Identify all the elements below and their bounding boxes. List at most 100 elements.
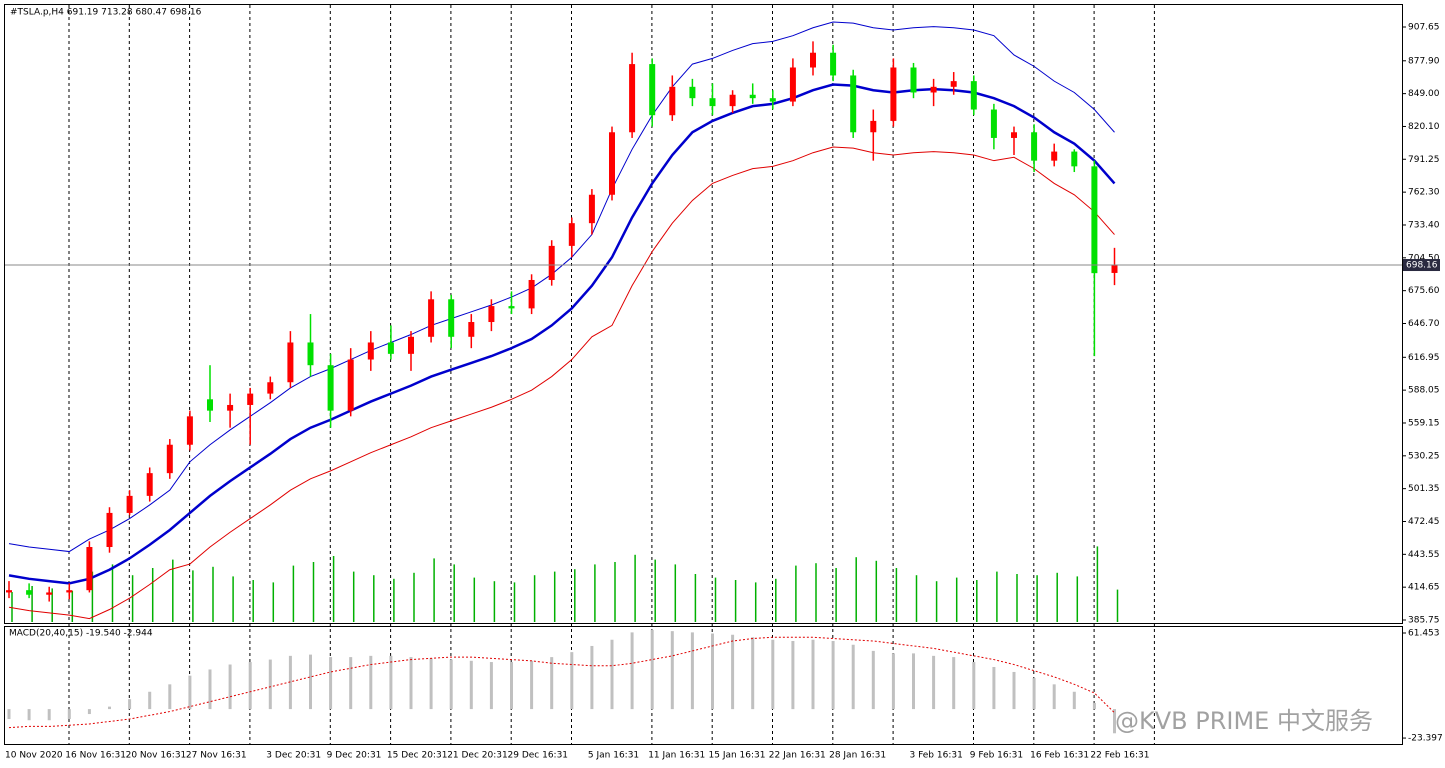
candle-body xyxy=(448,299,455,337)
candle-body xyxy=(146,473,153,496)
candle-body xyxy=(870,120,877,133)
y-tick-label: -23.397 xyxy=(1408,734,1443,744)
x-tick-label: 22 Feb 16:31 xyxy=(1090,751,1149,761)
y-tick-label: 414.65 xyxy=(1408,583,1440,593)
candle-body xyxy=(66,590,73,593)
x-tick-label: 3 Dec 20:31 xyxy=(266,751,321,761)
candle-body xyxy=(247,393,254,405)
candle-body xyxy=(307,342,314,366)
candle-body xyxy=(709,98,716,107)
candle-body xyxy=(166,444,173,474)
x-tick-label: 20 Nov 16:31 xyxy=(126,751,187,761)
macd-title: MACD(20,40,15) -19.540 -2.944 xyxy=(9,629,153,639)
candle-body xyxy=(6,590,12,593)
y-tick-label: 588.05 xyxy=(1408,386,1440,396)
candle-body xyxy=(1091,166,1098,274)
candle-body xyxy=(528,279,535,309)
candle-body xyxy=(930,86,937,93)
y-tick-label: 820.10 xyxy=(1408,122,1440,132)
y-tick-label: 733.40 xyxy=(1408,220,1440,230)
y-tick-label: 907.65 xyxy=(1408,22,1440,32)
y-tick-label: 530.25 xyxy=(1408,451,1440,461)
candle-body xyxy=(46,592,53,595)
x-tick-label: 16 Nov 16:31 xyxy=(65,751,126,761)
candle-body xyxy=(588,194,595,224)
y-tick-label: 501.35 xyxy=(1408,484,1440,494)
x-tick-label: 10 Nov 2020 xyxy=(5,751,63,761)
y-tick-label: 385.75 xyxy=(1408,616,1440,626)
candle-body xyxy=(1051,151,1058,161)
y-tick-label: 704.50 xyxy=(1408,253,1440,263)
candle-body xyxy=(468,322,475,337)
x-tick-label: 27 Nov 16:31 xyxy=(186,751,247,761)
band-line xyxy=(8,21,1115,553)
candle-body xyxy=(488,306,495,323)
candle-body xyxy=(428,299,435,337)
candle-body xyxy=(890,67,897,121)
candle-body xyxy=(769,98,776,102)
candle-body xyxy=(609,132,615,195)
y-tick-label: 791.25 xyxy=(1408,155,1440,165)
candle-body xyxy=(749,94,756,99)
candle-body xyxy=(347,359,354,411)
x-tick-label: 5 Jan 16:31 xyxy=(588,751,639,761)
watermark: @KVB PRIME 中文服务 xyxy=(1115,707,1373,735)
band-line xyxy=(8,146,1115,620)
band-line xyxy=(8,83,1116,585)
candle-body xyxy=(1031,132,1038,161)
candle-body xyxy=(267,382,274,394)
y-tick-label: 849.00 xyxy=(1408,89,1440,99)
candle-body xyxy=(207,399,213,411)
candle-body xyxy=(568,223,575,246)
chart-title: #TSLA.p,H4 691.19 713.28 680.47 698.16 xyxy=(10,8,202,18)
candle-body xyxy=(629,64,636,133)
candle-body xyxy=(186,416,193,445)
signal-line xyxy=(8,636,1115,729)
x-tick-label: 28 Jan 16:31 xyxy=(829,751,886,761)
y-tick-label: 616.95 xyxy=(1408,353,1440,363)
x-tick-label: 16 Feb 16:31 xyxy=(1030,751,1089,761)
y-tick-label: 472.45 xyxy=(1408,517,1440,527)
y-tick-label: 675.60 xyxy=(1408,286,1440,296)
y-tick-label: 559.15 xyxy=(1408,418,1440,428)
candle-body xyxy=(830,52,837,76)
y-tick-label: 762.30 xyxy=(1408,188,1440,198)
last-price-box xyxy=(1403,259,1440,272)
candle-body xyxy=(408,336,414,354)
x-tick-label: 29 Dec 16:31 xyxy=(508,751,569,761)
y-tick-label: 877.90 xyxy=(1408,56,1440,66)
candle-body xyxy=(649,64,656,116)
candle-body xyxy=(508,306,515,309)
x-tick-label: 9 Feb 16:31 xyxy=(970,751,1023,761)
candle-body xyxy=(950,81,957,87)
candle-body xyxy=(327,365,334,411)
candle-body xyxy=(970,81,977,110)
last-price-label: 698.16 xyxy=(1406,261,1438,271)
candle-body xyxy=(548,245,555,280)
x-tick-label: 3 Feb 16:31 xyxy=(910,751,963,761)
candle-body xyxy=(26,590,33,595)
main-frame xyxy=(4,4,1403,624)
candle-body xyxy=(227,404,234,411)
candle-body xyxy=(367,342,374,360)
macd-frame xyxy=(4,626,1403,745)
candle-body xyxy=(1111,265,1118,273)
candle-body xyxy=(1071,151,1078,167)
candle-body xyxy=(910,67,917,93)
candle-body xyxy=(729,94,736,107)
candle-body xyxy=(287,342,294,383)
candle-body xyxy=(789,67,796,102)
candle-body xyxy=(106,512,113,548)
candle-body xyxy=(387,342,394,354)
x-tick-label: 15 Dec 20:31 xyxy=(387,751,448,761)
x-tick-label: 15 Jan 16:31 xyxy=(709,751,766,761)
candle-body xyxy=(850,75,857,133)
y-tick-label: 646.70 xyxy=(1408,319,1440,329)
candle-body xyxy=(126,495,133,513)
candle-body xyxy=(669,86,676,116)
candle-body xyxy=(1011,132,1017,138)
x-tick-label: 11 Jan 16:31 xyxy=(648,751,705,761)
candle-body xyxy=(689,86,696,99)
